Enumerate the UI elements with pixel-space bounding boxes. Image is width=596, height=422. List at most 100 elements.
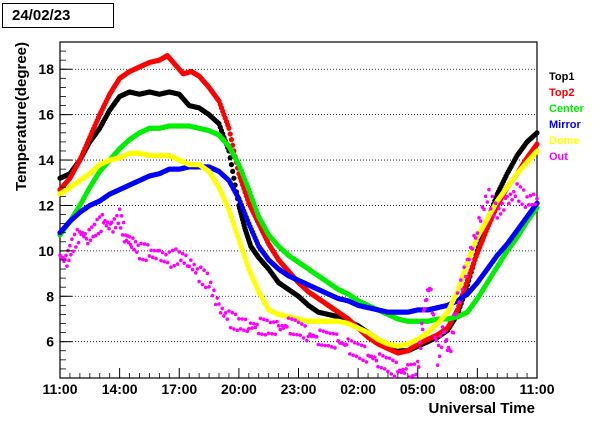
data-point bbox=[402, 371, 407, 375]
data-point bbox=[137, 256, 142, 261]
data-point bbox=[329, 345, 334, 349]
data-point bbox=[242, 328, 246, 332]
data-point bbox=[477, 216, 481, 220]
data-point bbox=[255, 322, 259, 327]
data-point bbox=[508, 192, 513, 196]
data-point bbox=[230, 168, 236, 175]
data-point bbox=[410, 374, 415, 378]
data-point bbox=[251, 321, 256, 326]
data-point bbox=[97, 215, 102, 219]
legend-label-center: Center bbox=[549, 103, 585, 115]
data-point bbox=[265, 318, 269, 323]
data-point bbox=[238, 327, 243, 331]
data-point bbox=[374, 358, 379, 363]
data-point bbox=[507, 201, 511, 206]
data-point bbox=[67, 258, 71, 263]
data-point bbox=[505, 194, 509, 199]
data-point bbox=[326, 343, 331, 348]
data-point bbox=[258, 316, 263, 321]
data-point bbox=[324, 330, 329, 335]
data-point bbox=[100, 212, 105, 217]
data-point bbox=[381, 354, 385, 358]
data-point bbox=[487, 187, 491, 192]
y-tick-label: 18 bbox=[38, 61, 54, 77]
data-point bbox=[65, 264, 69, 268]
data-point bbox=[217, 302, 221, 306]
data-point bbox=[142, 242, 147, 246]
data-point bbox=[233, 312, 238, 317]
data-point bbox=[492, 213, 496, 218]
data-point bbox=[412, 362, 417, 366]
legend: Top1 Top2 Center Mirror Dome Out bbox=[549, 71, 585, 163]
data-point bbox=[105, 220, 110, 225]
data-point bbox=[463, 274, 468, 279]
data-point bbox=[495, 216, 500, 220]
data-point bbox=[247, 326, 251, 331]
data-point bbox=[220, 306, 225, 311]
data-point bbox=[231, 175, 237, 181]
data-point bbox=[516, 199, 521, 204]
data-point bbox=[377, 352, 382, 356]
data-point bbox=[225, 317, 230, 321]
data-point bbox=[334, 332, 339, 336]
series-out bbox=[58, 182, 539, 379]
data-point bbox=[195, 267, 200, 271]
x-tick-label: 05:00 bbox=[400, 381, 436, 397]
data-point bbox=[273, 332, 278, 337]
y-tick-label: 12 bbox=[38, 197, 54, 213]
y-tick-label: 8 bbox=[46, 288, 54, 304]
data-point bbox=[344, 342, 349, 347]
data-point bbox=[149, 248, 153, 253]
data-point bbox=[530, 202, 534, 207]
data-point bbox=[139, 241, 143, 246]
legend-label-top1: Top1 bbox=[549, 71, 574, 83]
data-point bbox=[285, 324, 289, 329]
data-point bbox=[473, 236, 478, 240]
data-point bbox=[348, 352, 352, 356]
data-point bbox=[227, 131, 233, 137]
data-point bbox=[210, 293, 215, 298]
data-point bbox=[518, 185, 523, 189]
data-point bbox=[227, 155, 233, 161]
x-tick-label: 17:00 bbox=[161, 381, 197, 397]
data-point bbox=[485, 200, 490, 204]
data-point bbox=[152, 248, 157, 253]
data-point bbox=[288, 331, 293, 336]
data-point bbox=[169, 265, 173, 269]
data-point bbox=[179, 258, 183, 263]
data-point bbox=[86, 241, 90, 246]
data-point bbox=[457, 300, 461, 305]
data-point bbox=[75, 227, 80, 232]
data-point bbox=[295, 332, 299, 337]
data-point bbox=[162, 259, 167, 264]
data-point bbox=[228, 137, 235, 143]
data-point bbox=[303, 324, 307, 328]
y-tick-label: 10 bbox=[38, 243, 54, 259]
x-tick-label: 08:00 bbox=[459, 381, 495, 397]
data-point bbox=[93, 233, 98, 238]
data-point bbox=[113, 225, 118, 230]
data-point bbox=[194, 271, 198, 275]
series-dome bbox=[57, 148, 540, 349]
data-point bbox=[222, 314, 226, 318]
data-point bbox=[439, 345, 444, 350]
data-point bbox=[525, 195, 529, 199]
x-tick-label: 20:00 bbox=[221, 381, 257, 397]
data-point bbox=[435, 363, 440, 367]
data-point bbox=[418, 346, 423, 351]
y-axis-title: Temperature(degree) bbox=[13, 42, 30, 191]
series-center bbox=[57, 123, 540, 324]
data-point bbox=[333, 346, 337, 350]
data-point bbox=[359, 343, 364, 348]
data-point bbox=[104, 223, 109, 228]
data-point bbox=[534, 141, 540, 147]
data-point bbox=[328, 331, 332, 336]
data-point bbox=[90, 225, 94, 229]
data-point bbox=[92, 222, 97, 227]
data-point bbox=[512, 189, 516, 194]
legend-label-mirror: Mirror bbox=[549, 119, 582, 131]
data-point bbox=[150, 255, 155, 260]
data-point bbox=[386, 369, 390, 374]
data-point bbox=[208, 280, 213, 285]
